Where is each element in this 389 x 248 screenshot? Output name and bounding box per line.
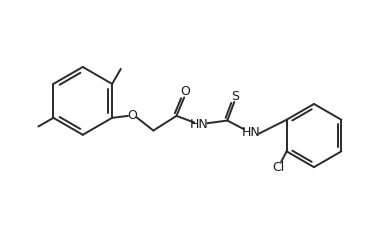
- Text: HN: HN: [190, 118, 209, 131]
- Text: HN: HN: [242, 126, 261, 139]
- Text: Cl: Cl: [272, 161, 284, 174]
- Text: O: O: [127, 109, 137, 123]
- Text: O: O: [180, 85, 190, 98]
- Text: S: S: [231, 90, 239, 103]
